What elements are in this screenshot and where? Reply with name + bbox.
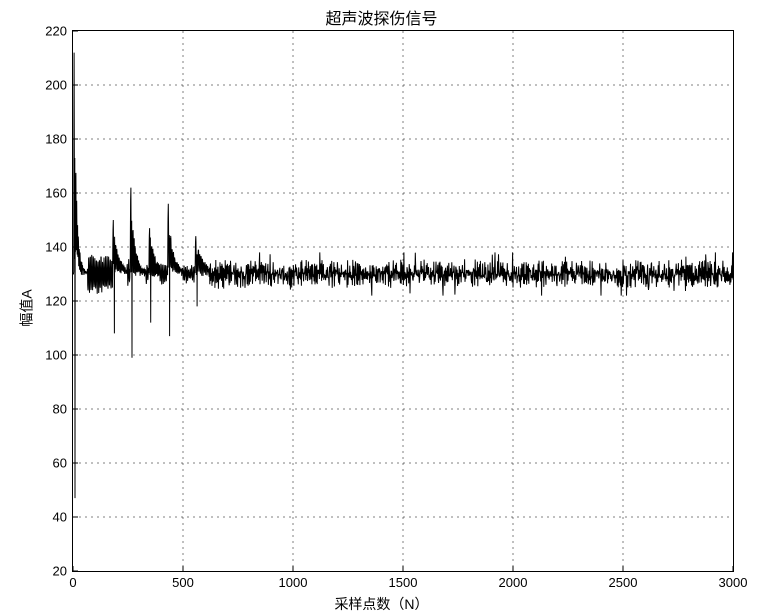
- x-tick-label: 2500: [609, 575, 638, 590]
- y-tick-label: 180: [45, 132, 67, 147]
- y-tick-label: 40: [53, 510, 67, 525]
- plot-area: 2040608010012014016018020022005001000150…: [72, 30, 734, 572]
- y-tick-label: 20: [53, 564, 67, 579]
- x-tick-label: 0: [69, 575, 76, 590]
- y-tick-label: 100: [45, 348, 67, 363]
- x-tick-label: 500: [172, 575, 194, 590]
- y-tick-label: 120: [45, 294, 67, 309]
- x-tick-label: 2000: [499, 575, 528, 590]
- chart-title: 超声波探伤信号: [0, 5, 763, 29]
- y-axis-label: 幅值A: [17, 289, 37, 326]
- x-tick-label: 1500: [389, 575, 418, 590]
- chart-svg: [73, 31, 733, 571]
- y-tick-label: 60: [53, 456, 67, 471]
- x-tick-label: 1000: [279, 575, 308, 590]
- x-tick-label: 3000: [719, 575, 748, 590]
- y-tick-label: 200: [45, 78, 67, 93]
- x-axis-label: 采样点数（N）: [0, 594, 763, 614]
- y-tick-label: 160: [45, 186, 67, 201]
- y-tick-label: 140: [45, 240, 67, 255]
- y-tick-label: 80: [53, 402, 67, 417]
- chart-container: 超声波探伤信号 幅值A 2040608010012014016018020022…: [0, 0, 763, 616]
- y-tick-label: 220: [45, 24, 67, 39]
- signal-line: [73, 53, 733, 499]
